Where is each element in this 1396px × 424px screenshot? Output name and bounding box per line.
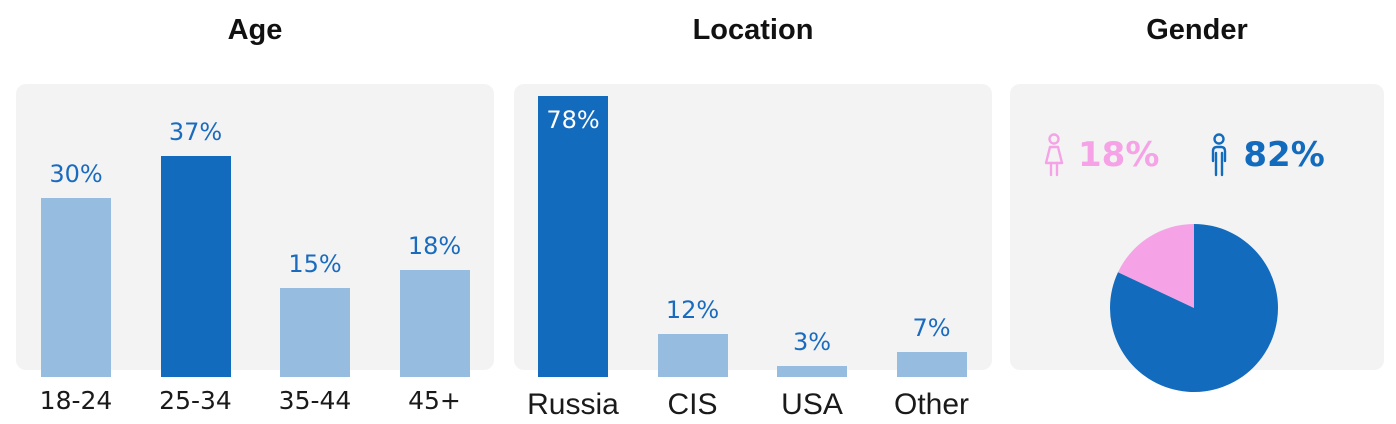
bar-value-label: 12%: [665, 295, 720, 324]
bar-russia: [538, 96, 608, 377]
category-label: Russia: [527, 388, 619, 421]
male-icon: [1212, 133, 1227, 177]
bar-value-label: 78%: [546, 106, 600, 134]
category-label: CIS: [667, 388, 718, 421]
gender-pie-chart: [1110, 224, 1278, 392]
bar-other: [896, 351, 967, 377]
location-title: Location: [692, 14, 814, 46]
category-label: 18-24: [39, 386, 113, 415]
bar-value-label: 30%: [49, 160, 103, 189]
bar-45-: [399, 269, 470, 377]
bar-value-label: 37%: [168, 118, 223, 147]
bar-value-label: 15%: [288, 249, 342, 278]
category-label: 25-34: [159, 386, 232, 415]
category-label: 45+: [408, 386, 461, 415]
female-icon: [1044, 133, 1064, 177]
bar-value-label: 7%: [912, 313, 951, 342]
pie-slice-male: [1110, 224, 1278, 392]
category-label: Other: [893, 388, 970, 421]
bar-value-label: 18%: [407, 231, 462, 260]
bar-usa: [777, 366, 847, 377]
male-value: 82%: [1243, 135, 1325, 175]
gender-title: Gender: [1146, 14, 1248, 46]
bar-value-label: 3%: [792, 328, 832, 357]
bar-25-34: [160, 156, 231, 377]
category-label: 35-44: [278, 386, 352, 415]
bar-cis: [657, 333, 728, 377]
category-label: USA: [781, 388, 843, 421]
bar-18-24: [41, 198, 111, 377]
age-title: Age: [227, 14, 283, 46]
pie-slice-female: [1117, 224, 1194, 308]
gender-legend: 18% 82%: [1040, 130, 1325, 180]
female-value: 18%: [1078, 135, 1160, 175]
bar-35-44: [280, 287, 350, 377]
